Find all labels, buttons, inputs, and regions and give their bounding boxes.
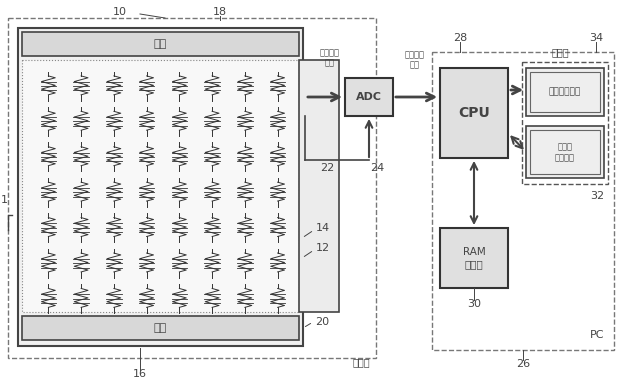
Bar — [22, 32, 299, 56]
Text: デジタル
出力: デジタル 出力 — [405, 50, 425, 70]
Bar — [526, 68, 604, 116]
Text: RAM
メモリ: RAM メモリ — [463, 247, 485, 269]
Bar — [8, 18, 376, 358]
Bar — [440, 228, 508, 288]
Bar — [22, 316, 299, 340]
Text: 補償: 補償 — [154, 323, 167, 333]
Bar — [345, 78, 393, 116]
Text: 10: 10 — [113, 7, 127, 17]
Text: ディスプレイ: ディスプレイ — [549, 88, 581, 96]
Text: 1: 1 — [1, 195, 7, 205]
Text: 18: 18 — [213, 7, 227, 17]
Text: 34: 34 — [589, 33, 603, 43]
Text: ADC: ADC — [356, 92, 382, 102]
Text: 大容量
記憶装置: 大容量 記憶装置 — [555, 142, 575, 162]
Text: 32: 32 — [590, 191, 604, 201]
Text: 12: 12 — [316, 243, 330, 253]
Text: 30: 30 — [467, 299, 481, 309]
Bar — [530, 72, 600, 112]
Bar — [18, 28, 303, 346]
Text: カメラ: カメラ — [353, 357, 370, 367]
Text: 24: 24 — [370, 163, 384, 173]
Text: アナログ
出力: アナログ 出力 — [320, 48, 340, 68]
Text: PC: PC — [590, 330, 604, 340]
Text: CPU: CPU — [458, 106, 490, 120]
Bar — [440, 68, 508, 158]
Bar — [522, 62, 608, 184]
Bar — [22, 60, 299, 312]
Text: ビデオ: ビデオ — [551, 47, 569, 57]
Bar — [530, 130, 600, 174]
Bar — [299, 60, 339, 312]
Bar — [526, 126, 604, 178]
Text: 20: 20 — [315, 317, 329, 327]
Text: 測定: 測定 — [154, 39, 167, 49]
Text: 28: 28 — [453, 33, 467, 43]
Text: 14: 14 — [316, 223, 330, 233]
Text: 22: 22 — [320, 163, 334, 173]
Text: 16: 16 — [133, 369, 147, 379]
Text: 26: 26 — [516, 359, 530, 369]
Bar — [432, 52, 614, 350]
